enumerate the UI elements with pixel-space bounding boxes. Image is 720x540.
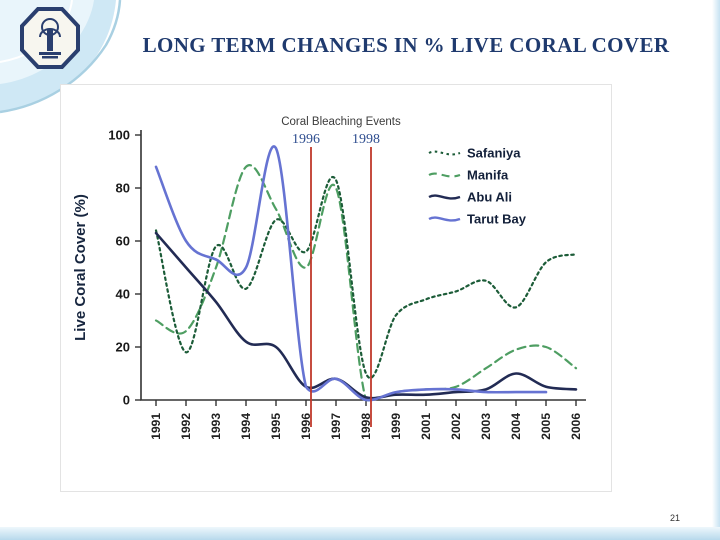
x-tick-label-2001: 2001: [419, 413, 433, 440]
logo-emblem: [39, 52, 61, 55]
y-axis-title: Live Coral Cover (%): [72, 194, 89, 341]
x-tick-label-1991: 1991: [149, 413, 163, 440]
x-tick-label-1993: 1993: [209, 413, 223, 440]
y-tick-label-40: 40: [116, 287, 130, 302]
slide-bottom-border-decoration: [0, 527, 720, 540]
university-logo: [20, 7, 80, 69]
y-tick-label-80: 80: [116, 181, 130, 196]
x-tick-label-1999: 1999: [389, 413, 403, 440]
x-tick-label-2005: 2005: [539, 413, 553, 440]
legend-key-manifa: [428, 172, 461, 178]
y-tick-label-100: 100: [108, 128, 130, 143]
x-tick-label-2003: 2003: [479, 413, 493, 440]
y-tick-label-0: 0: [123, 393, 130, 408]
page-title: LONG TERM CHANGES IN % LIVE CORAL COVER: [142, 33, 670, 57]
coral-cover-chart-panel: 0 20 40 60 80 100 1991 1992 1993 1994 1995 1996 1997…: [60, 84, 612, 492]
y-tick-label-60: 60: [116, 234, 130, 249]
legend-label-abu-ali: Abu Ali: [467, 190, 512, 205]
legend-key-tarut-bay: [428, 216, 461, 222]
chart-legend: Safaniya Manifa Abu Ali Tarut Bay: [428, 146, 527, 227]
bleaching-event-year-1996: 1996: [292, 132, 320, 147]
x-tick-label-1995: 1995: [269, 413, 283, 440]
series-line-manifa: [154, 164, 578, 402]
y-tick-label-20: 20: [116, 340, 130, 355]
x-tick-label-1997: 1997: [329, 413, 343, 440]
bleaching-events-label: Coral Bleaching Events: [281, 116, 401, 128]
legend-label-tarut-bay: Tarut Bay: [467, 212, 527, 227]
legend-label-manifa: Manifa: [467, 168, 509, 183]
bleaching-event-year-1998: 1998: [352, 132, 380, 147]
legend-key-safaniya: [428, 150, 461, 156]
x-tick-label-1992: 1992: [179, 413, 193, 440]
x-tick-label-2004: 2004: [509, 413, 523, 440]
logo-emblem: [47, 29, 53, 51]
logo-emblem: [42, 56, 58, 59]
logo-emblem: [39, 28, 61, 38]
swoosh-line: [0, 0, 122, 114]
series-line-abu-ali: [154, 231, 578, 400]
x-tick-label-1994: 1994: [239, 413, 253, 440]
series-line-tarut-bay: [154, 145, 548, 402]
x-tick-label-1996: 1996: [299, 413, 313, 440]
axes: [140, 130, 586, 401]
x-tick-label-2002: 2002: [449, 413, 463, 440]
legend-label-safaniya: Safaniya: [467, 146, 521, 161]
page-number: 21: [669, 513, 680, 523]
slide-right-border-decoration: [712, 0, 720, 540]
series-line-safaniya: [154, 175, 578, 379]
x-tick-label-1998: 1998: [359, 413, 373, 440]
coral-cover-chart: 0 20 40 60 80 100 1991 1992 1993 1994 1995 1996 1997…: [72, 116, 586, 440]
x-tick-label-2006: 2006: [569, 413, 583, 440]
legend-key-abu-ali: [428, 194, 461, 200]
